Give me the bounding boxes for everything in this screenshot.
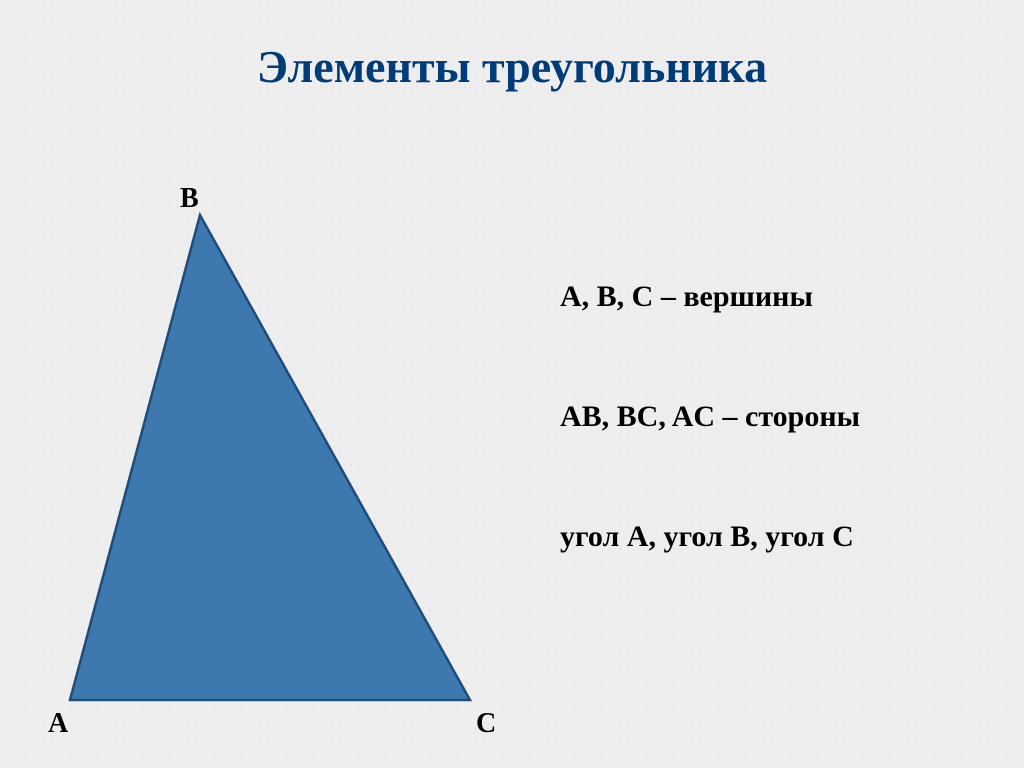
desc-vertices: A, B, C – вершины [560, 280, 813, 314]
triangle-diagram [0, 0, 1024, 768]
desc-sides: AB, BC, AC – стороны [560, 400, 860, 434]
desc-angles: угол A, угол B, угол C [560, 520, 854, 554]
triangle-shape [70, 215, 470, 700]
vertex-label-a: A [48, 708, 68, 740]
slide: Элементы треугольника A B C A, B, C – ве… [0, 0, 1024, 768]
vertex-label-c: C [476, 708, 496, 740]
vertex-label-b: B [180, 183, 199, 215]
